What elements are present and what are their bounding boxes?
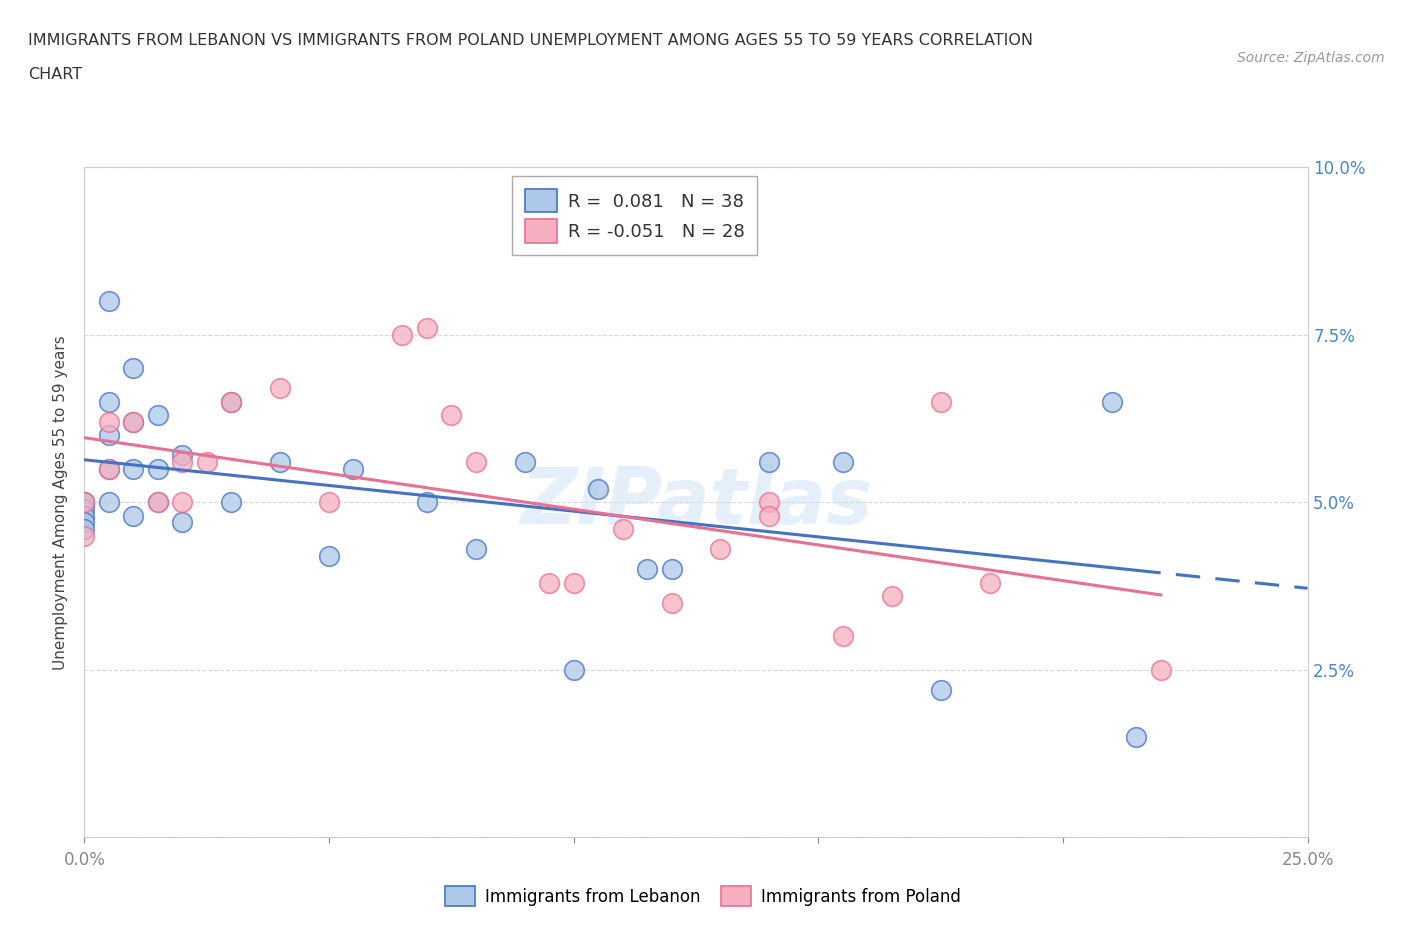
Point: [513, 455, 536, 470]
Point: [219, 495, 242, 510]
Point: [661, 562, 683, 577]
Point: [758, 455, 780, 470]
Point: [122, 361, 145, 376]
Point: [146, 461, 169, 476]
Point: [929, 683, 952, 698]
Point: [416, 495, 439, 510]
Point: [97, 394, 120, 409]
Point: [464, 541, 486, 556]
Point: [979, 575, 1001, 590]
Text: Source: ZipAtlas.com: Source: ZipAtlas.com: [1237, 51, 1385, 65]
Point: [562, 575, 585, 590]
Point: [269, 381, 291, 396]
Point: [172, 495, 194, 510]
Point: [464, 455, 486, 470]
Point: [73, 495, 96, 510]
Point: [440, 407, 463, 422]
Point: [562, 662, 585, 677]
Point: [97, 428, 120, 443]
Point: [172, 455, 194, 470]
Point: [758, 495, 780, 510]
Point: [97, 495, 120, 510]
Point: [758, 508, 780, 523]
Legend: R =  0.081   N = 38, R = -0.051   N = 28: R = 0.081 N = 38, R = -0.051 N = 28: [512, 177, 758, 256]
Point: [318, 495, 340, 510]
Point: [146, 495, 169, 510]
Point: [661, 595, 683, 610]
Point: [318, 549, 340, 564]
Point: [612, 522, 634, 537]
Point: [1101, 394, 1123, 409]
Point: [73, 501, 96, 516]
Point: [269, 455, 291, 470]
Point: [122, 508, 145, 523]
Point: [73, 528, 96, 543]
Point: [146, 407, 169, 422]
Point: [73, 522, 96, 537]
Point: [416, 321, 439, 336]
Point: [1125, 729, 1147, 744]
Text: ZIPatlas: ZIPatlas: [520, 464, 872, 540]
Text: CHART: CHART: [28, 67, 82, 82]
Point: [97, 461, 120, 476]
Point: [73, 495, 96, 510]
Point: [831, 455, 853, 470]
Point: [73, 495, 96, 510]
Point: [122, 415, 145, 430]
Point: [195, 455, 218, 470]
Point: [391, 327, 413, 342]
Point: [636, 562, 658, 577]
Point: [538, 575, 561, 590]
Point: [97, 415, 120, 430]
Point: [219, 394, 242, 409]
Point: [562, 227, 585, 242]
Point: [586, 482, 609, 497]
Point: [97, 294, 120, 309]
Point: [342, 461, 364, 476]
Point: [97, 461, 120, 476]
Point: [73, 515, 96, 530]
Point: [880, 589, 903, 604]
Point: [73, 508, 96, 523]
Point: [122, 461, 145, 476]
Point: [219, 394, 242, 409]
Point: [122, 415, 145, 430]
Point: [831, 629, 853, 644]
Text: IMMIGRANTS FROM LEBANON VS IMMIGRANTS FROM POLAND UNEMPLOYMENT AMONG AGES 55 TO : IMMIGRANTS FROM LEBANON VS IMMIGRANTS FR…: [28, 33, 1033, 47]
Point: [709, 541, 731, 556]
Point: [172, 515, 194, 530]
Point: [172, 448, 194, 463]
Y-axis label: Unemployment Among Ages 55 to 59 years: Unemployment Among Ages 55 to 59 years: [53, 335, 69, 670]
Point: [1150, 662, 1173, 677]
Point: [146, 495, 169, 510]
Point: [929, 394, 952, 409]
Legend: Immigrants from Lebanon, Immigrants from Poland: Immigrants from Lebanon, Immigrants from…: [439, 880, 967, 912]
